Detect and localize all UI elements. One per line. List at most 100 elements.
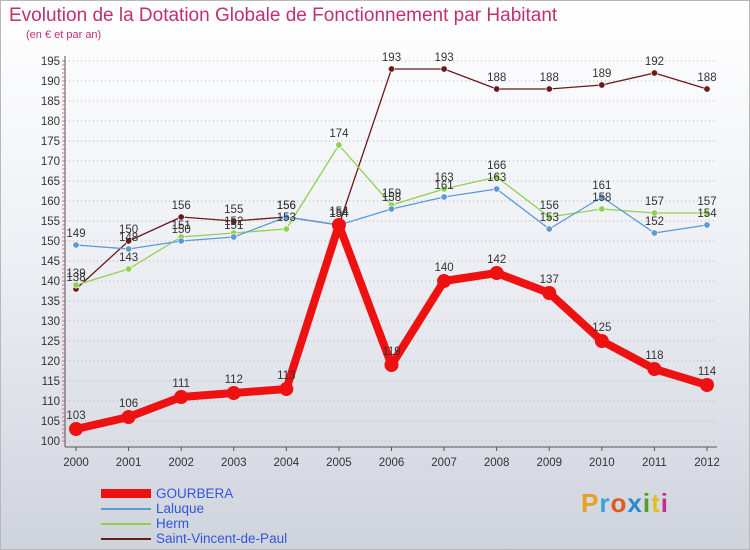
data-point-saint-vincent-de-paul xyxy=(703,85,711,93)
data-label-gourbera: 118 xyxy=(645,350,663,362)
grid-lines xyxy=(65,60,717,442)
legend-swatch xyxy=(101,489,151,498)
data-label-laluque: 154 xyxy=(697,208,717,220)
data-point-herm xyxy=(493,173,501,181)
data-point-saint-vincent-de-paul xyxy=(440,65,448,73)
legend-label: Herm xyxy=(156,516,189,531)
data-label-laluque: 148 xyxy=(119,232,138,244)
x-tick-label: 2007 xyxy=(431,457,457,469)
data-point-gourbera xyxy=(437,274,452,288)
proxiti-logo: Proxiti xyxy=(581,488,669,518)
y-tick-label: 145 xyxy=(41,256,60,268)
data-label-gourbera: 106 xyxy=(119,398,138,410)
legend-swatch xyxy=(101,523,151,525)
x-tick-label: 2011 xyxy=(642,457,667,469)
x-tick-label: 2002 xyxy=(168,457,194,469)
data-label-herm: 152 xyxy=(224,216,243,228)
series-line-gourbera xyxy=(75,221,709,433)
x-tick-label: 2010 xyxy=(589,457,615,469)
data-point-saint-vincent-de-paul xyxy=(387,65,395,73)
data-point-gourbera xyxy=(279,382,294,396)
data-point-gourbera xyxy=(489,266,504,280)
data-label-herm: 158 xyxy=(592,192,611,204)
data-label-laluque: 158 xyxy=(382,192,401,204)
data-point-gourbera xyxy=(647,362,662,376)
data-point-herm xyxy=(650,209,658,217)
data-point-herm xyxy=(335,141,343,149)
y-tick-label: 120 xyxy=(41,356,60,368)
legend-label: Laluque xyxy=(156,501,205,516)
data-point-laluque xyxy=(230,233,238,241)
data-label-gourbera: 119 xyxy=(382,346,400,358)
data-point-herm xyxy=(72,281,80,289)
x-tick-label: 2000 xyxy=(63,457,89,469)
data-point-gourbera xyxy=(700,378,714,392)
data-label-saint-vincent-de-paul: 192 xyxy=(645,56,664,68)
data-label-gourbera: 142 xyxy=(487,254,506,266)
x-tick-label: 2008 xyxy=(484,457,510,469)
data-point-laluque xyxy=(387,205,395,213)
data-point-laluque xyxy=(125,245,133,253)
data-label-saint-vincent-de-paul: 150 xyxy=(119,224,138,236)
legend-label: GOURBERA xyxy=(156,486,234,501)
y-tick-label: 185 xyxy=(41,96,60,108)
data-point-saint-vincent-de-paul xyxy=(650,69,658,77)
data-label-herm: 151 xyxy=(172,220,191,232)
data-point-laluque xyxy=(440,193,448,201)
data-point-saint-vincent-de-paul xyxy=(493,85,501,93)
legend-swatch xyxy=(101,538,151,540)
y-tick-label: 160 xyxy=(41,196,60,208)
data-label-saint-vincent-de-paul: 188 xyxy=(487,72,506,84)
data-point-saint-vincent-de-paul xyxy=(598,81,606,89)
data-label-gourbera: 140 xyxy=(434,262,453,274)
data-point-saint-vincent-de-paul xyxy=(125,237,133,245)
y-tick-label: 155 xyxy=(41,216,60,228)
y-tick-label: 140 xyxy=(41,276,60,288)
y-tick-label: 150 xyxy=(41,236,60,248)
data-label-herm: 166 xyxy=(487,160,506,172)
data-label-laluque: 153 xyxy=(540,212,559,224)
data-label-gourbera: 111 xyxy=(172,378,189,390)
data-label-laluque: 154 xyxy=(329,208,349,220)
data-label-saint-vincent-de-paul: 193 xyxy=(382,52,401,64)
x-tick-label: 2006 xyxy=(379,457,405,469)
chart-title: Evolution de la Dotation Globale de Fonc… xyxy=(9,5,558,26)
data-point-saint-vincent-de-paul xyxy=(177,213,185,221)
data-point-laluque xyxy=(282,213,290,221)
data-label-herm: 159 xyxy=(382,188,401,200)
legend-swatch xyxy=(101,508,151,510)
data-point-saint-vincent-de-paul xyxy=(230,217,238,225)
x-tick-label: 2009 xyxy=(536,457,562,469)
data-point-laluque xyxy=(72,241,80,249)
data-label-gourbera: 112 xyxy=(225,374,243,386)
x-tick-label: 2004 xyxy=(274,457,300,469)
data-point-herm xyxy=(545,213,553,221)
data-point-laluque xyxy=(703,221,711,229)
data-label-herm: 174 xyxy=(329,128,349,140)
x-tick-label: 2012 xyxy=(694,457,720,469)
y-tick-label: 175 xyxy=(41,136,60,148)
data-label-gourbera: 137 xyxy=(540,274,559,286)
data-point-gourbera xyxy=(174,390,189,404)
data-point-gourbera xyxy=(69,422,83,436)
data-point-laluque xyxy=(177,237,185,245)
data-label-herm: 153 xyxy=(277,212,296,224)
data-point-gourbera xyxy=(542,286,557,300)
data-point-herm xyxy=(282,225,290,233)
y-tick-label: 190 xyxy=(41,76,60,88)
data-label-saint-vincent-de-paul: 188 xyxy=(697,72,716,84)
data-label-saint-vincent-de-paul: 138 xyxy=(66,272,85,284)
data-label-herm: 157 xyxy=(697,196,716,208)
data-label-saint-vincent-de-paul: 188 xyxy=(540,72,559,84)
y-tick-label: 115 xyxy=(42,376,60,388)
axes: 100 105 110 115 120 125 130 135 140 145 150 155 160 1… xyxy=(41,56,720,469)
data-point-laluque xyxy=(598,193,606,201)
data-point-gourbera xyxy=(121,410,136,424)
chart-subtitle: (en € et par an) xyxy=(26,29,102,41)
data-point-laluque xyxy=(545,225,553,233)
y-tick-label: 170 xyxy=(41,156,60,168)
data-label-gourbera: 103 xyxy=(66,410,85,422)
x-tick-label: 2001 xyxy=(116,457,142,469)
data-label-herm: 156 xyxy=(540,200,559,212)
